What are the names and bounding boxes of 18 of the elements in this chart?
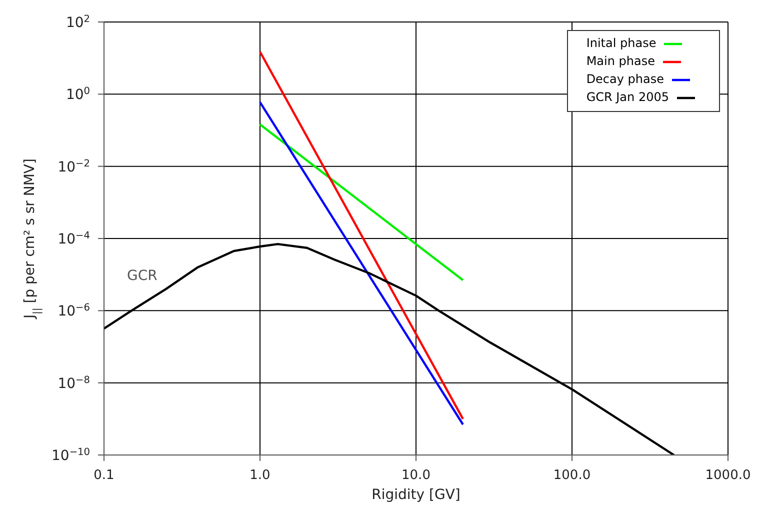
legend-label: GCR Jan 2005 xyxy=(586,90,669,104)
y-tick-label: 10$^{0}$ xyxy=(66,86,90,104)
y-tick-label: 10$^{2}$ xyxy=(66,14,90,31)
y-tick-label: 10$^{−10}$ xyxy=(51,446,90,464)
legend-label: Decay phase xyxy=(586,72,664,86)
x-tick-label: 1.0 xyxy=(250,468,270,483)
x-axis-title: Rigidity [GV] xyxy=(372,487,460,503)
x-tick-label: 100.0 xyxy=(553,468,591,483)
y-tick-label: 10$^{−8}$ xyxy=(58,374,90,392)
annotation: GCR xyxy=(127,268,158,284)
x-tick-label: 0.1 xyxy=(94,468,114,483)
y-tick-label: 10$^{−2}$ xyxy=(58,158,90,176)
x-tick-label: 1000.0 xyxy=(705,468,751,483)
legend-label: Main phase xyxy=(586,54,655,68)
y-tick-label: 10$^{−4}$ xyxy=(58,230,90,248)
y-tick-label: 10$^{−6}$ xyxy=(58,302,90,320)
x-tick-label: 10.0 xyxy=(402,468,430,483)
legend-label: Inital phase xyxy=(586,36,656,50)
